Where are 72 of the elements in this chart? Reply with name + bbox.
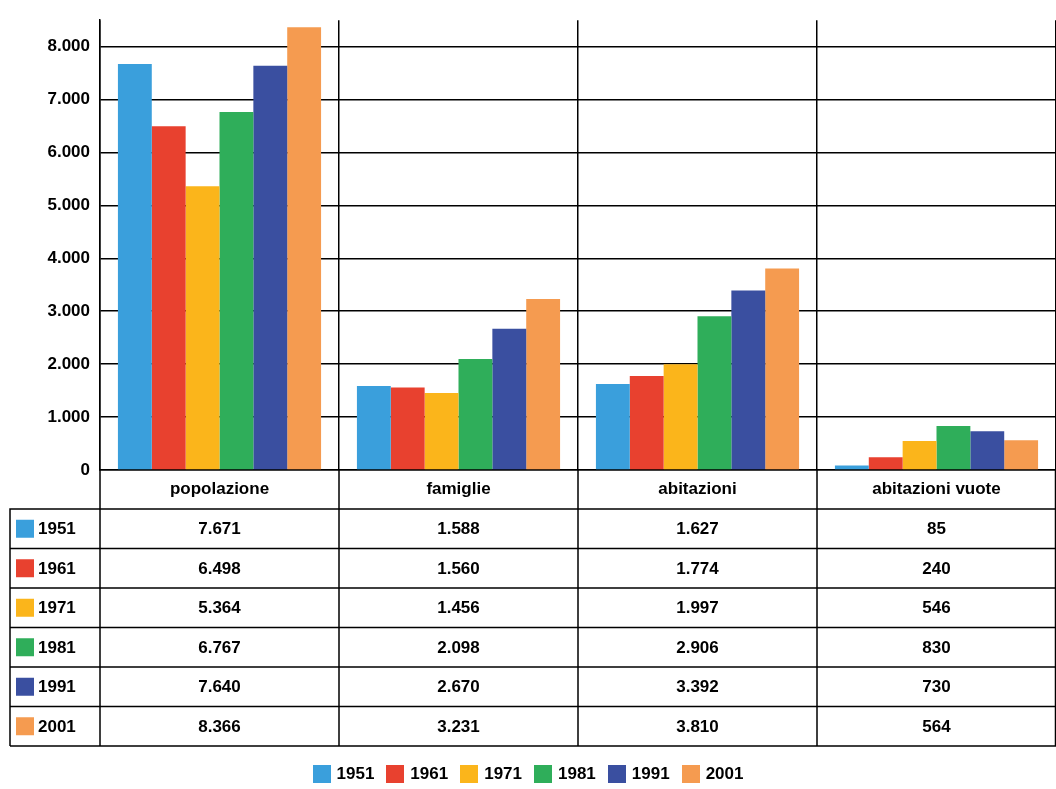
x-tick-label: famiglie (426, 479, 491, 499)
data-label: 1.588 (437, 519, 480, 539)
legend-label: 2001 (705, 764, 744, 784)
text: 1981 (558, 764, 596, 783)
bar (458, 358, 493, 470)
y-tick-label: 8.000 (47, 36, 90, 56)
text: 2001 (38, 716, 76, 736)
bar (287, 27, 322, 470)
data-label: 3.810 (676, 716, 719, 736)
y-tick-label: 7.000 (47, 89, 90, 109)
text: 1961 (410, 764, 449, 783)
text: 1991 (631, 764, 670, 783)
bar (1004, 440, 1039, 470)
bar (219, 111, 254, 470)
bar (253, 65, 288, 470)
bar (390, 387, 425, 470)
data-label: 3.392 (676, 677, 719, 697)
y-tick-label: 0 (80, 459, 90, 479)
y-tick-label: 1.000 (47, 406, 90, 426)
y-tick-label: 2.000 (47, 353, 90, 373)
data-label: 7.671 (198, 519, 241, 539)
data-label: 730 (922, 677, 951, 697)
legend-label: 1981 (38, 637, 76, 657)
bar (356, 385, 391, 470)
bar (697, 316, 732, 470)
data-label: 546 (922, 598, 951, 618)
bar (731, 290, 766, 470)
data-label: 7.640 (198, 677, 241, 697)
data-label: 2.906 (676, 637, 719, 657)
data-label: 830 (922, 637, 951, 657)
data-label: 8.366 (198, 716, 241, 736)
data-label: 1.560 (437, 558, 480, 578)
x-tick-label: popolazione (169, 479, 270, 499)
bar (424, 392, 459, 470)
data-label: 1.774 (676, 558, 720, 578)
data-label: 1.627 (676, 519, 719, 539)
bar (185, 186, 220, 470)
bar (492, 328, 527, 470)
bar (868, 457, 903, 470)
bar (526, 299, 561, 470)
y-tick-label: 4.000 (47, 248, 90, 268)
data-label: 6.498 (198, 558, 241, 578)
bar (629, 376, 664, 470)
data-label: 85 (927, 519, 946, 539)
data-label: 2.670 (437, 677, 480, 697)
legend-label: 1971 (38, 598, 76, 618)
bar (970, 431, 1005, 470)
text: 1971 (484, 764, 522, 783)
y-tick-label: 3.000 (47, 300, 90, 320)
y-tick-label: 6.000 (47, 142, 90, 162)
bar (595, 383, 630, 470)
x-tick-label: abitazioni (658, 479, 737, 499)
data-label: 240 (922, 558, 951, 578)
legend-label: 1951 (38, 519, 76, 539)
bar (151, 126, 186, 470)
x-tick-label: abitazioni vuote (872, 479, 1001, 499)
data-label: 5.364 (198, 598, 242, 618)
y-tick-label: 5.000 (47, 195, 90, 215)
legend-label: 1991 (38, 677, 76, 697)
data-label: 1.997 (676, 598, 719, 618)
text: 1951 (336, 764, 375, 783)
legend-label: 1961 (38, 558, 76, 578)
bar (936, 426, 971, 470)
data-label: 2.098 (437, 637, 480, 657)
data-label: 1.456 (437, 598, 480, 618)
data-label: 6.767 (198, 637, 241, 657)
bar (117, 64, 152, 470)
bar (902, 441, 937, 470)
bar (663, 364, 698, 470)
data-label: 564 (922, 716, 952, 736)
bar (765, 268, 800, 470)
data-label: 3.231 (437, 716, 480, 736)
